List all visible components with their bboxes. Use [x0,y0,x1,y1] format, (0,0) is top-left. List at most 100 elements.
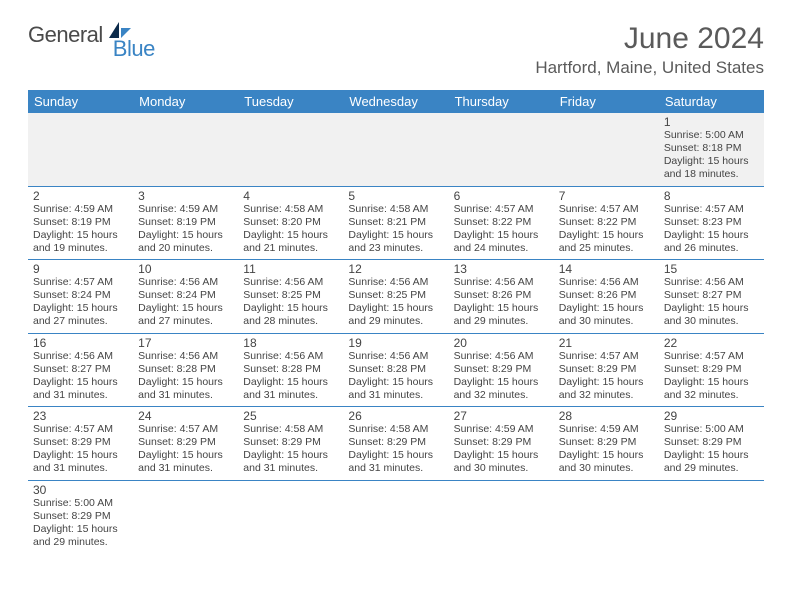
calendar-day: 14Sunrise: 4:56 AMSunset: 8:26 PMDayligh… [554,260,659,333]
daylight-text: Daylight: 15 hours [454,229,549,242]
sunset-text: Sunset: 8:20 PM [243,216,338,229]
sunset-text: Sunset: 8:19 PM [138,216,233,229]
calendar-day: 4Sunrise: 4:58 AMSunset: 8:20 PMDaylight… [238,187,343,260]
daylight-text: and 23 minutes. [348,242,443,255]
calendar-empty [343,481,448,554]
sunrise-text: Sunrise: 4:56 AM [348,350,443,363]
daylight-text: and 31 minutes. [138,462,233,475]
sunrise-text: Sunrise: 4:57 AM [454,203,549,216]
calendar-grid: SundayMondayTuesdayWednesdayThursdayFrid… [28,90,764,553]
calendar-empty [343,113,448,186]
day-number: 15 [664,262,759,276]
sunrise-text: Sunrise: 4:57 AM [138,423,233,436]
sunrise-text: Sunrise: 5:00 AM [33,497,128,510]
daylight-text: and 29 minutes. [454,315,549,328]
daylight-text: Daylight: 15 hours [664,302,759,315]
calendar-empty [449,481,554,554]
calendar-day: 29Sunrise: 5:00 AMSunset: 8:29 PMDayligh… [659,407,764,480]
daylight-text: Daylight: 15 hours [33,523,128,536]
sunset-text: Sunset: 8:23 PM [664,216,759,229]
daylight-text: and 29 minutes. [33,536,128,549]
location-subtitle: Hartford, Maine, United States [535,58,764,78]
sunrise-text: Sunrise: 4:57 AM [33,276,128,289]
daylight-text: Daylight: 15 hours [33,376,128,389]
sunrise-text: Sunrise: 4:58 AM [243,423,338,436]
day-number: 26 [348,409,443,423]
calendar-empty [28,113,133,186]
calendar-empty [133,481,238,554]
calendar-day: 15Sunrise: 4:56 AMSunset: 8:27 PMDayligh… [659,260,764,333]
daylight-text: Daylight: 15 hours [559,302,654,315]
daylight-text: and 27 minutes. [138,315,233,328]
daylight-text: and 19 minutes. [33,242,128,255]
calendar-day: 13Sunrise: 4:56 AMSunset: 8:26 PMDayligh… [449,260,554,333]
sunrise-text: Sunrise: 4:57 AM [559,350,654,363]
daylight-text: and 27 minutes. [33,315,128,328]
sunset-text: Sunset: 8:28 PM [138,363,233,376]
day-number: 8 [664,189,759,203]
sunset-text: Sunset: 8:24 PM [138,289,233,302]
daylight-text: and 30 minutes. [559,315,654,328]
sunrise-text: Sunrise: 4:57 AM [33,423,128,436]
sunrise-text: Sunrise: 4:56 AM [664,276,759,289]
brand-part1: General [28,22,103,48]
weekday-label: Sunday [28,90,133,113]
daylight-text: and 29 minutes. [664,462,759,475]
sunset-text: Sunset: 8:29 PM [33,510,128,523]
daylight-text: Daylight: 15 hours [348,229,443,242]
calendar-empty [449,113,554,186]
daylight-text: Daylight: 15 hours [33,302,128,315]
daylight-text: Daylight: 15 hours [138,449,233,462]
sunset-text: Sunset: 8:25 PM [348,289,443,302]
sunset-text: Sunset: 8:29 PM [348,436,443,449]
month-title: June 2024 [535,22,764,56]
day-number: 13 [454,262,549,276]
sunset-text: Sunset: 8:27 PM [664,289,759,302]
calendar-day: 28Sunrise: 4:59 AMSunset: 8:29 PMDayligh… [554,407,659,480]
daylight-text: and 29 minutes. [348,315,443,328]
sunrise-text: Sunrise: 4:58 AM [348,203,443,216]
sunrise-text: Sunrise: 4:58 AM [348,423,443,436]
daylight-text: Daylight: 15 hours [243,229,338,242]
daylight-text: Daylight: 15 hours [138,376,233,389]
sunrise-text: Sunrise: 4:59 AM [454,423,549,436]
calendar-week: 16Sunrise: 4:56 AMSunset: 8:27 PMDayligh… [28,334,764,408]
daylight-text: and 31 minutes. [243,389,338,402]
sunrise-text: Sunrise: 4:56 AM [454,350,549,363]
calendar-day: 20Sunrise: 4:56 AMSunset: 8:29 PMDayligh… [449,334,554,407]
sunset-text: Sunset: 8:29 PM [559,363,654,376]
daylight-text: Daylight: 15 hours [664,229,759,242]
day-number: 27 [454,409,549,423]
sunset-text: Sunset: 8:29 PM [559,436,654,449]
day-number: 14 [559,262,654,276]
calendar-page: General Blue June 2024 Hartford, Maine, … [0,0,792,563]
sunset-text: Sunset: 8:28 PM [243,363,338,376]
daylight-text: Daylight: 15 hours [559,449,654,462]
weekday-label: Friday [554,90,659,113]
sunset-text: Sunset: 8:29 PM [454,436,549,449]
calendar-day: 30Sunrise: 5:00 AMSunset: 8:29 PMDayligh… [28,481,133,554]
calendar-day: 2Sunrise: 4:59 AMSunset: 8:19 PMDaylight… [28,187,133,260]
calendar-day: 17Sunrise: 4:56 AMSunset: 8:28 PMDayligh… [133,334,238,407]
calendar-day: 6Sunrise: 4:57 AMSunset: 8:22 PMDaylight… [449,187,554,260]
calendar-day: 8Sunrise: 4:57 AMSunset: 8:23 PMDaylight… [659,187,764,260]
daylight-text: Daylight: 15 hours [138,302,233,315]
calendar-empty [238,113,343,186]
sunset-text: Sunset: 8:19 PM [33,216,128,229]
daylight-text: and 24 minutes. [454,242,549,255]
daylight-text: Daylight: 15 hours [33,229,128,242]
day-number: 11 [243,262,338,276]
calendar-week: 30Sunrise: 5:00 AMSunset: 8:29 PMDayligh… [28,481,764,554]
calendar-day: 5Sunrise: 4:58 AMSunset: 8:21 PMDaylight… [343,187,448,260]
calendar-day: 26Sunrise: 4:58 AMSunset: 8:29 PMDayligh… [343,407,448,480]
daylight-text: and 31 minutes. [348,389,443,402]
brand-part2: Blue [113,36,155,62]
day-number: 4 [243,189,338,203]
sunrise-text: Sunrise: 4:57 AM [559,203,654,216]
daylight-text: Daylight: 15 hours [243,376,338,389]
calendar-week: 1Sunrise: 5:00 AMSunset: 8:18 PMDaylight… [28,113,764,187]
day-number: 29 [664,409,759,423]
sunset-text: Sunset: 8:21 PM [348,216,443,229]
daylight-text: and 25 minutes. [559,242,654,255]
weekday-label: Monday [133,90,238,113]
